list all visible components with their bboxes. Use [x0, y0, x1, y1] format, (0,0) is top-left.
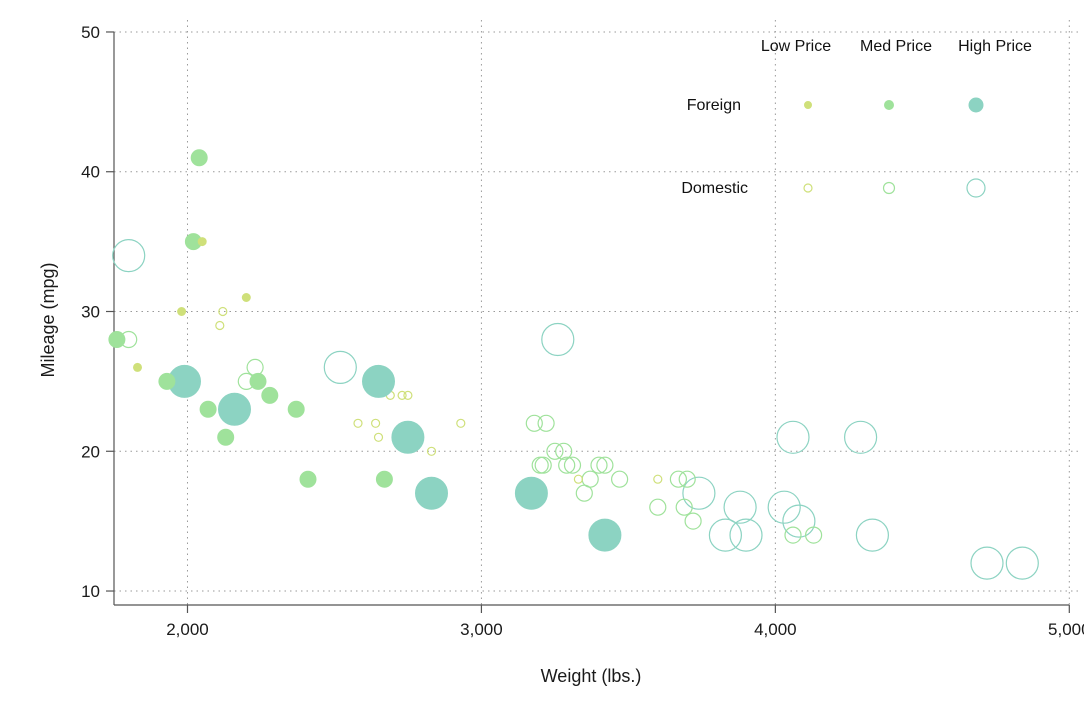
domestic-high-legend-marker	[966, 178, 986, 198]
foreign-low-price-point	[177, 307, 187, 316]
domestic-low-price-point	[373, 432, 384, 442]
domestic-high-price-point	[767, 490, 801, 524]
domestic-high-price-point	[541, 322, 575, 357]
domestic-high-price-point	[776, 420, 810, 454]
domestic-low-price-point	[573, 474, 584, 484]
axes: 10 20 30 40 50 2,000 3,000 4,000 5,000	[81, 23, 1084, 639]
domestic-high-price-point	[708, 518, 743, 552]
y-tick-label: 20	[81, 442, 100, 461]
domestic-high-price-point	[723, 490, 757, 524]
domestic-low-price-point	[353, 418, 363, 428]
legend-column-label: Low Price	[761, 38, 831, 55]
domestic-med-price-point	[537, 414, 555, 432]
foreign-med-price-point	[249, 372, 267, 390]
foreign-med-price-point	[217, 428, 235, 446]
domestic-high-price-point	[323, 350, 357, 384]
foreign-med-legend-marker	[884, 100, 894, 110]
domestic-low-price-point	[456, 418, 466, 428]
foreign-high-price-point	[362, 364, 395, 398]
foreign-med-price-point	[261, 386, 279, 404]
domestic-med-price-point	[649, 498, 667, 516]
x-axis-title: Weight (lbs.)	[541, 666, 642, 686]
y-tick-label: 40	[81, 163, 100, 182]
domestic-med-price-point	[534, 456, 552, 474]
domestic-med-price-point	[590, 456, 608, 474]
domestic-med-price-point	[784, 526, 802, 544]
y-axis-title: Mileage (mpg)	[38, 262, 58, 377]
domestic-med-price-point	[546, 442, 564, 460]
domestic-high-price-point	[782, 504, 816, 538]
domestic-high-price-point	[1005, 546, 1039, 580]
domestic-low-price-point	[371, 418, 381, 428]
x-tick-label: 4,000	[754, 620, 797, 639]
foreign-med-price-point	[190, 149, 208, 167]
y-tick-label: 10	[81, 582, 100, 601]
foreign-high-price-point	[514, 476, 548, 510]
domestic-med-price-point	[525, 414, 543, 432]
domestic-med-price-point	[563, 456, 582, 474]
legend: Low Price Med Price High Price Foreign Domes…	[681, 38, 1032, 198]
domestic-med-price-point	[610, 470, 629, 488]
foreign-med-price-point	[299, 470, 317, 488]
x-tick-label: 3,000	[460, 620, 503, 639]
y-tick-label: 50	[81, 23, 100, 42]
domestic-med-price-point	[678, 470, 696, 488]
foreign-high-price-point	[391, 420, 425, 454]
foreign-low-price-point	[133, 362, 142, 372]
foreign-med-price-point	[158, 372, 176, 390]
foreign-low-legend-marker	[804, 101, 812, 109]
legend-row-label: Domestic	[681, 180, 748, 197]
domestic-low-price-point	[403, 390, 413, 400]
foreign-low-price-point	[197, 237, 207, 247]
domestic-low-price-point	[653, 474, 663, 484]
domestic-med-price-point	[246, 358, 264, 376]
domestic-high-price-point	[855, 518, 890, 552]
domestic-med-price-point	[581, 470, 599, 488]
data-points	[108, 149, 1039, 580]
domestic-high-price-point	[729, 518, 763, 552]
legend-row-label: Foreign	[687, 97, 741, 114]
domestic-low-price-point	[426, 446, 437, 456]
foreign-med-price-point	[199, 400, 217, 418]
foreign-med-price-point	[287, 400, 305, 418]
domestic-low-price-point	[218, 306, 228, 317]
foreign-med-price-point	[375, 470, 393, 488]
domestic-med-legend-marker	[882, 181, 896, 195]
foreign-high-price-point	[415, 476, 448, 510]
foreign-high-price-point	[588, 518, 622, 552]
domestic-med-price-point	[669, 470, 688, 488]
legend-column-label: Med Price	[860, 38, 932, 55]
foreign-high-price-point	[218, 392, 251, 426]
x-tick-label: 2,000	[166, 620, 209, 639]
domestic-high-price-point	[843, 420, 878, 454]
y-tick-label: 30	[81, 303, 100, 322]
domestic-med-price-point	[558, 456, 576, 474]
grid-lines	[114, 20, 1080, 605]
domestic-med-price-point	[596, 456, 614, 474]
domestic-high-price-point	[112, 239, 146, 273]
domestic-low-price-point	[397, 390, 407, 400]
domestic-low-price-point	[215, 320, 225, 331]
domestic-high-price-point	[970, 546, 1004, 580]
foreign-low-price-point	[241, 293, 251, 302]
domestic-high-price-point	[682, 476, 716, 510]
foreign-high-legend-marker	[968, 97, 984, 113]
domestic-med-price-point	[804, 526, 823, 544]
domestic-med-price-point	[684, 512, 702, 530]
domestic-med-price-point	[675, 498, 693, 516]
domestic-low-legend-marker	[803, 183, 813, 193]
domestic-med-price-point	[555, 442, 573, 460]
x-tick-label: 5,000	[1048, 620, 1084, 639]
foreign-med-price-point	[108, 331, 126, 348]
legend-column-label: High Price	[958, 38, 1032, 55]
